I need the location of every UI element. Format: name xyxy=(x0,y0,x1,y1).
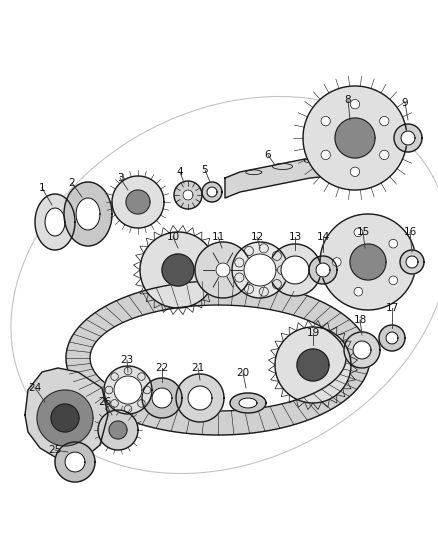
Polygon shape xyxy=(188,386,212,410)
Polygon shape xyxy=(76,198,100,230)
Text: 8: 8 xyxy=(345,95,351,105)
Text: 3: 3 xyxy=(117,173,124,183)
Circle shape xyxy=(321,150,330,159)
Circle shape xyxy=(389,276,398,285)
Text: 2: 2 xyxy=(69,178,75,188)
Polygon shape xyxy=(335,118,375,158)
Polygon shape xyxy=(379,325,405,351)
Polygon shape xyxy=(112,176,164,228)
Text: 17: 17 xyxy=(385,303,399,313)
Text: 14: 14 xyxy=(316,232,330,242)
Text: 10: 10 xyxy=(166,232,180,242)
Polygon shape xyxy=(400,250,424,274)
Polygon shape xyxy=(216,263,230,277)
Polygon shape xyxy=(45,208,65,236)
Polygon shape xyxy=(406,256,418,268)
Polygon shape xyxy=(244,254,276,286)
Circle shape xyxy=(350,167,360,176)
Polygon shape xyxy=(275,327,351,403)
Polygon shape xyxy=(195,242,251,298)
Polygon shape xyxy=(35,194,75,250)
Polygon shape xyxy=(230,393,266,413)
Polygon shape xyxy=(309,256,337,284)
Text: 6: 6 xyxy=(265,150,271,160)
Text: 23: 23 xyxy=(120,355,134,365)
Polygon shape xyxy=(401,131,415,145)
Text: 21: 21 xyxy=(191,363,205,373)
Polygon shape xyxy=(225,155,340,198)
Text: 20: 20 xyxy=(237,368,250,378)
Polygon shape xyxy=(25,368,108,460)
Polygon shape xyxy=(386,332,398,344)
Text: 4: 4 xyxy=(177,167,184,177)
Polygon shape xyxy=(140,232,216,308)
Text: 13: 13 xyxy=(288,232,302,242)
Text: 26: 26 xyxy=(99,397,112,407)
Text: 16: 16 xyxy=(403,227,417,237)
Polygon shape xyxy=(162,254,194,286)
Polygon shape xyxy=(64,182,112,246)
Circle shape xyxy=(389,239,398,248)
Polygon shape xyxy=(297,349,329,381)
Polygon shape xyxy=(320,214,416,310)
Circle shape xyxy=(354,228,363,237)
Text: 1: 1 xyxy=(39,183,45,193)
Circle shape xyxy=(354,287,363,296)
Polygon shape xyxy=(65,452,85,472)
Polygon shape xyxy=(152,388,172,408)
Polygon shape xyxy=(350,244,386,280)
Circle shape xyxy=(380,116,389,126)
Polygon shape xyxy=(126,190,150,214)
Text: 19: 19 xyxy=(306,328,320,338)
Polygon shape xyxy=(109,421,127,439)
Polygon shape xyxy=(174,181,202,209)
Polygon shape xyxy=(239,398,257,408)
Polygon shape xyxy=(281,256,309,284)
Polygon shape xyxy=(51,404,79,432)
Polygon shape xyxy=(202,182,222,202)
Polygon shape xyxy=(98,410,138,450)
Circle shape xyxy=(380,150,389,159)
Polygon shape xyxy=(142,378,182,418)
Polygon shape xyxy=(232,242,288,298)
Text: 15: 15 xyxy=(357,227,370,237)
Polygon shape xyxy=(183,190,193,200)
Polygon shape xyxy=(353,341,371,359)
Circle shape xyxy=(321,116,330,126)
Polygon shape xyxy=(269,244,321,296)
Polygon shape xyxy=(207,187,217,197)
Text: 24: 24 xyxy=(28,383,42,393)
Circle shape xyxy=(350,100,360,109)
Polygon shape xyxy=(344,332,380,368)
Text: 12: 12 xyxy=(251,232,264,242)
Polygon shape xyxy=(37,390,93,446)
Polygon shape xyxy=(114,376,142,404)
Polygon shape xyxy=(104,366,152,414)
Text: 22: 22 xyxy=(155,363,169,373)
Text: 11: 11 xyxy=(212,232,225,242)
Polygon shape xyxy=(55,442,95,482)
Polygon shape xyxy=(303,86,407,190)
Text: 18: 18 xyxy=(353,315,367,325)
Polygon shape xyxy=(66,281,370,435)
Polygon shape xyxy=(90,305,346,411)
Polygon shape xyxy=(176,374,224,422)
Text: 25: 25 xyxy=(48,445,62,455)
Text: 5: 5 xyxy=(201,165,208,175)
Text: 9: 9 xyxy=(402,98,408,108)
Polygon shape xyxy=(394,124,422,152)
Polygon shape xyxy=(316,263,330,277)
Circle shape xyxy=(332,257,341,266)
